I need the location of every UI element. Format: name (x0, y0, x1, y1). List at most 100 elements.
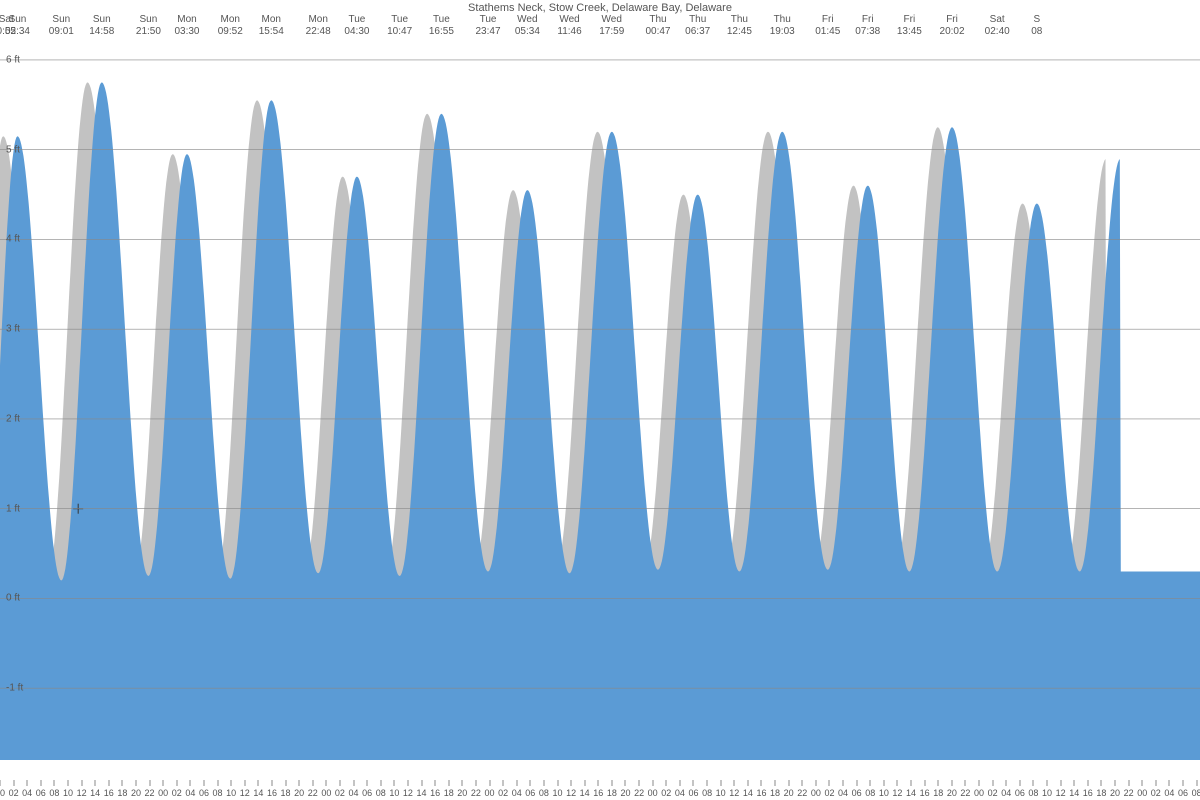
x-tick-label: 06 (199, 788, 209, 798)
time-header-cell: Sun14:58 (89, 14, 114, 38)
x-tick-label: 12 (1056, 788, 1066, 798)
x-tick-label: 20 (620, 788, 630, 798)
x-tick-label: 14 (743, 788, 753, 798)
x-tick-label: 06 (362, 788, 372, 798)
x-tick-mark (938, 780, 939, 786)
time-header-cell: Sat02:40 (985, 14, 1010, 38)
x-tick-label: 16 (756, 788, 766, 798)
x-tick-label: 22 (797, 788, 807, 798)
x-tick-mark (1060, 780, 1061, 786)
x-tick-mark (1183, 780, 1184, 786)
x-tick-label: 08 (49, 788, 59, 798)
x-tick-mark (911, 780, 912, 786)
x-tick-mark (122, 780, 123, 786)
x-tick-label: 10 (1042, 788, 1052, 798)
x-tick-label: 02 (498, 788, 508, 798)
x-tick-label: 12 (240, 788, 250, 798)
x-tick-label: 06 (36, 788, 46, 798)
time-header-cell: Mon03:30 (174, 14, 199, 38)
x-tick-label: 14 (580, 788, 590, 798)
time-header-cell: Fri20:02 (940, 14, 965, 38)
x-tick-mark (1142, 780, 1143, 786)
x-tick-mark (0, 780, 1, 786)
x-tick-label: 00 (648, 788, 658, 798)
time-header-cell: S08 (1031, 14, 1042, 38)
x-tick-label: 02 (9, 788, 19, 798)
x-tick-label: 16 (104, 788, 114, 798)
time-header-cell: Fri07:38 (855, 14, 880, 38)
x-tick-mark (1128, 780, 1129, 786)
x-tick-mark (394, 780, 395, 786)
tide-svg (0, 42, 1200, 782)
time-header-cell: Thu12:45 (727, 14, 752, 38)
y-axis-label: 1 ft (6, 503, 20, 514)
x-tick-mark (339, 780, 340, 786)
x-tick-mark (788, 780, 789, 786)
x-tick-mark (475, 780, 476, 786)
x-tick-mark (421, 780, 422, 786)
x-tick-mark (163, 780, 164, 786)
time-header-cell: Sun02:34 (5, 14, 30, 38)
x-tick-label: 22 (471, 788, 481, 798)
x-tick-label: 06 (525, 788, 535, 798)
x-tick-mark (951, 780, 952, 786)
time-header-row: Sat0:55Sun02:34Sun09:01Sun14:58Sun21:50M… (0, 14, 1200, 42)
x-tick-label: 00 (485, 788, 495, 798)
x-tick-label: 16 (267, 788, 277, 798)
time-header-cell: Mon09:52 (218, 14, 243, 38)
y-axis-label: -1 ft (6, 683, 23, 694)
x-tick-label: 00 (158, 788, 168, 798)
x-tick-label: 10 (63, 788, 73, 798)
x-tick-mark (285, 780, 286, 786)
x-tick-label: 16 (593, 788, 603, 798)
chart-title: Stathems Neck, Stow Creek, Delaware Bay,… (0, 0, 1200, 14)
tide-chart: -1 ft0 ft1 ft2 ft3 ft4 ft5 ft6 ft (0, 42, 1200, 782)
x-tick-mark (81, 780, 82, 786)
x-tick-label: 10 (716, 788, 726, 798)
x-tick-label: 18 (281, 788, 291, 798)
x-tick-mark (639, 780, 640, 786)
x-tick-label: 22 (145, 788, 155, 798)
x-tick-mark (231, 780, 232, 786)
x-tick-label: 00 (811, 788, 821, 798)
x-tick-mark (598, 780, 599, 786)
x-tick-label: 08 (1192, 788, 1200, 798)
x-tick-mark (557, 780, 558, 786)
x-tick-label: 06 (852, 788, 862, 798)
time-header-cell: Fri13:45 (897, 14, 922, 38)
time-header-cell: Tue04:30 (344, 14, 369, 38)
x-tick-label: 22 (960, 788, 970, 798)
x-tick-mark (1019, 780, 1020, 786)
x-tick-mark (1155, 780, 1156, 786)
x-tick-mark (448, 780, 449, 786)
x-tick-mark (530, 780, 531, 786)
x-tick-mark (40, 780, 41, 786)
x-tick-mark (883, 780, 884, 786)
x-tick-mark (679, 780, 680, 786)
x-tick-label: 16 (430, 788, 440, 798)
x-tick-mark (979, 780, 980, 786)
x-tick-label: 16 (920, 788, 930, 798)
time-header-cell: Mon22:48 (306, 14, 331, 38)
x-tick-mark (1101, 780, 1102, 786)
x-tick-label: 00 (1137, 788, 1147, 798)
x-tick-label: 12 (892, 788, 902, 798)
x-tick-label: 22 (634, 788, 644, 798)
time-header-cell: Sun09:01 (49, 14, 74, 38)
x-tick-mark (176, 780, 177, 786)
y-axis-label: 5 ft (6, 144, 20, 155)
x-tick-mark (652, 780, 653, 786)
x-tick-mark (203, 780, 204, 786)
x-tick-label: 10 (389, 788, 399, 798)
x-tick-mark (190, 780, 191, 786)
x-tick-mark (95, 780, 96, 786)
x-tick-label: 02 (661, 788, 671, 798)
x-tick-mark (666, 780, 667, 786)
x-tick-mark (258, 780, 259, 786)
x-tick-label: 18 (770, 788, 780, 798)
x-tick-mark (747, 780, 748, 786)
x-tick-mark (1047, 780, 1048, 786)
x-tick-mark (584, 780, 585, 786)
x-tick-label: 04 (512, 788, 522, 798)
x-tick-mark (1033, 780, 1034, 786)
